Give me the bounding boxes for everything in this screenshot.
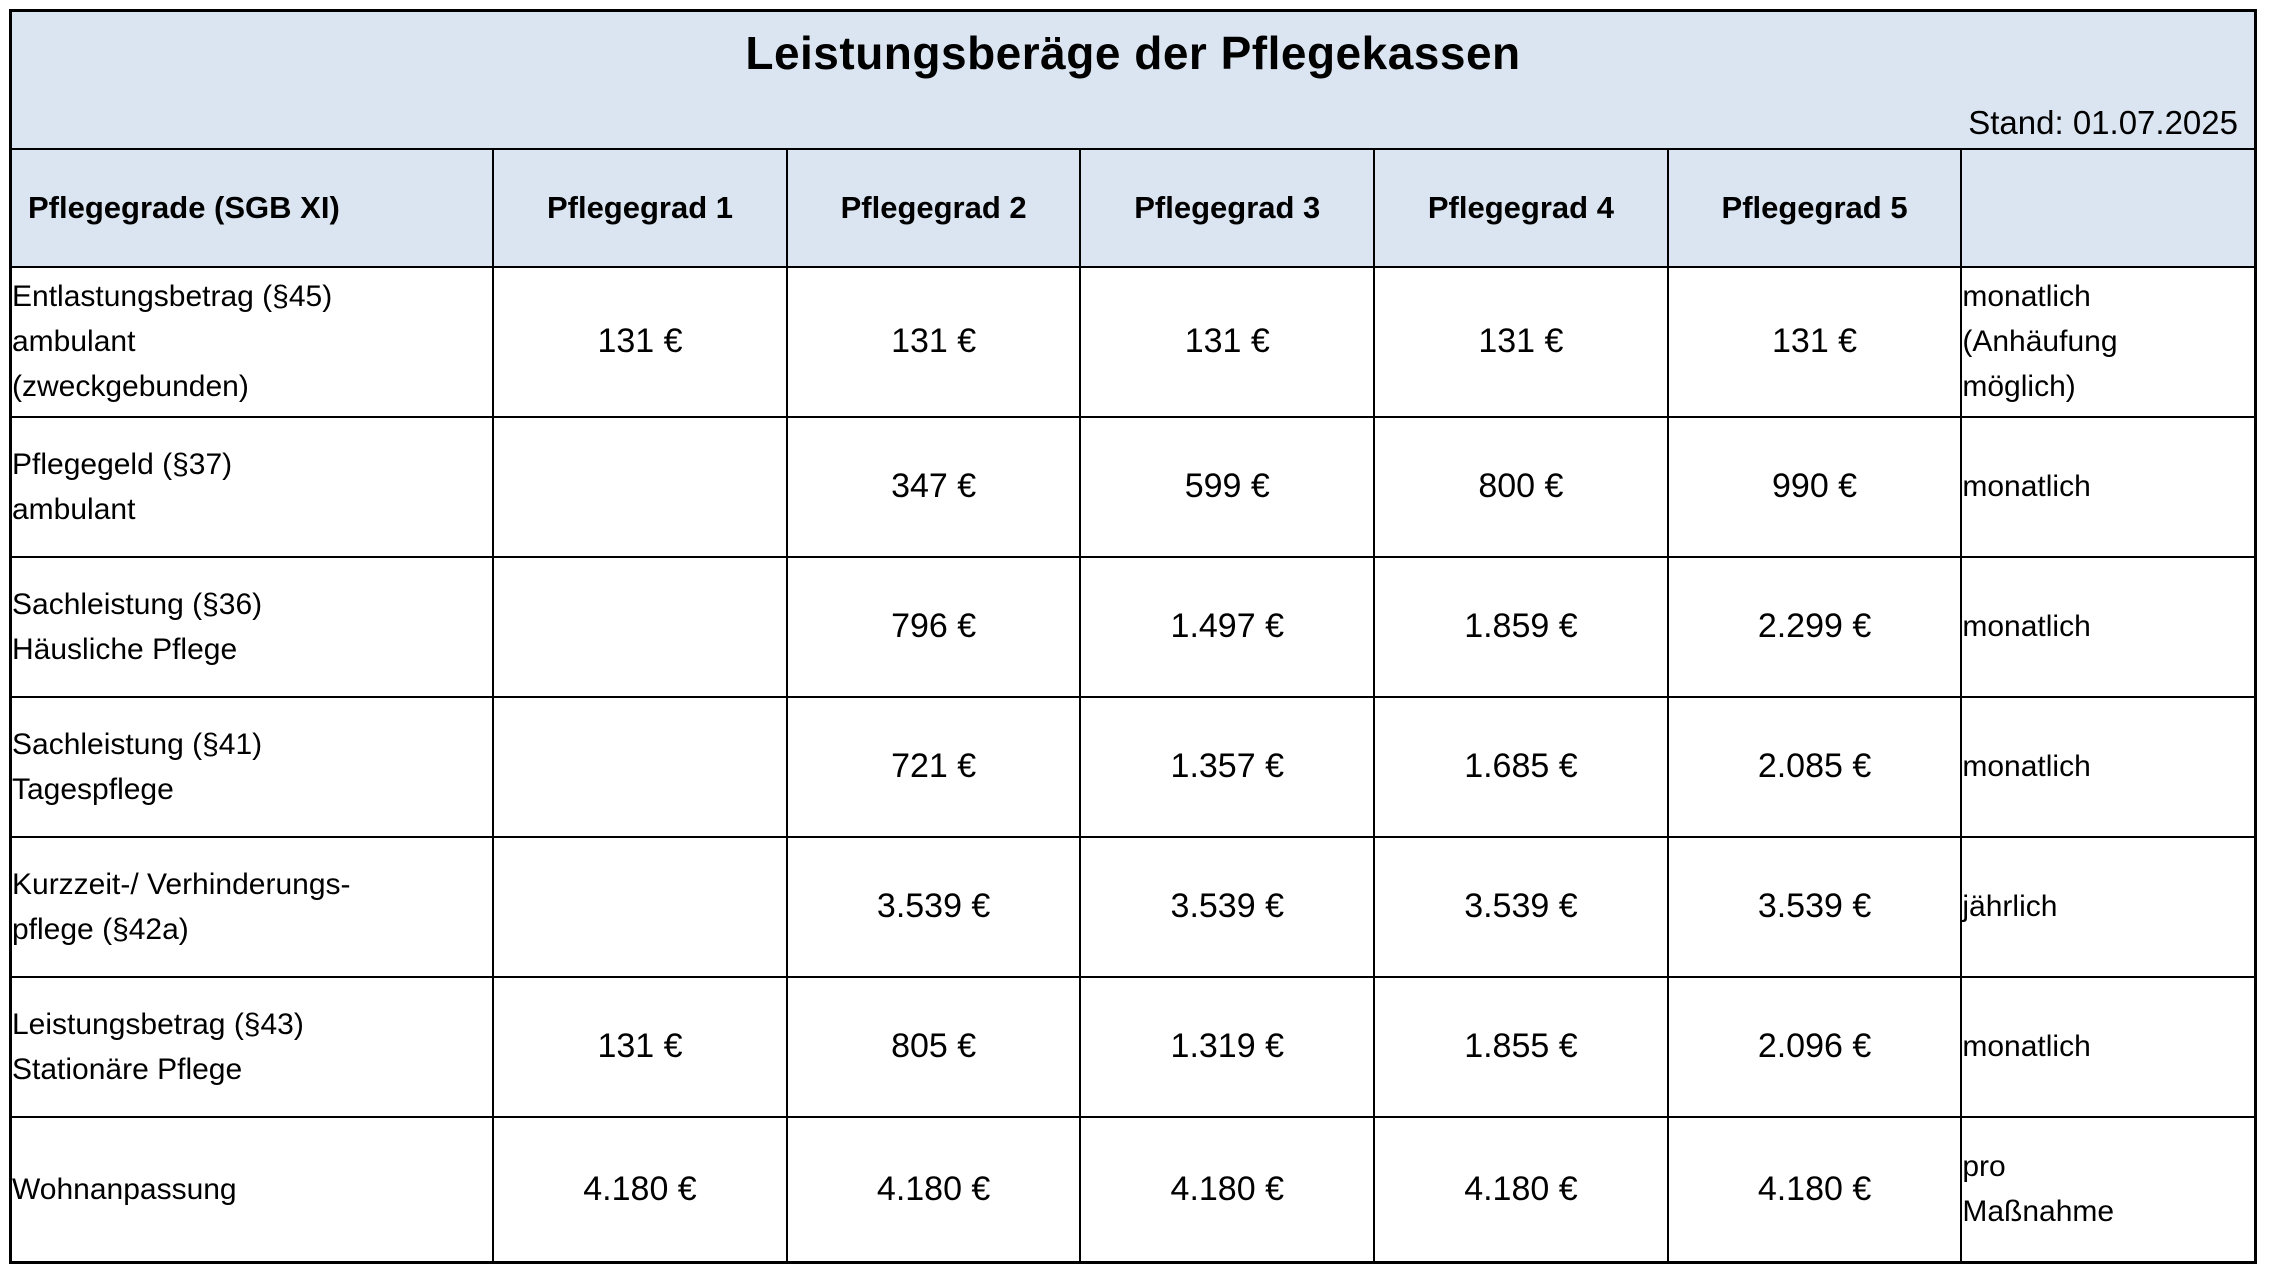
value-cell: 131 € — [492, 975, 788, 1118]
title-cell: Leistungsberäge der Pflegekassen Stand: … — [9, 9, 2257, 150]
value-cell: 721 € — [785, 695, 1082, 838]
frequency-cell: monatlich — [1960, 415, 2257, 558]
value-cell: 2.085 € — [1666, 695, 1963, 838]
col-header-pflegegrade: Pflegegrade (SGB XI) — [9, 147, 495, 268]
col-header-frequency — [1960, 147, 2257, 268]
col-header-pflegegrad-2: Pflegegrad 2 — [785, 147, 1082, 268]
frequency-cell: monatlich — [1960, 555, 2257, 698]
row-label: Entlastungsbetrag (§45) ambulant (zweckg… — [9, 265, 495, 418]
table-row-leistungsbetrag-43: Leistungsbetrag (§43) Stationäre Pflege … — [9, 975, 2257, 1118]
value-cell: 1.685 € — [1373, 695, 1669, 838]
frequency-cell: monatlich — [1960, 695, 2257, 838]
value-cell — [492, 555, 788, 698]
value-cell: 131 € — [1666, 265, 1963, 418]
table-row-kurzzeitpflege: Kurzzeit-/ Verhinderungs- pflege (§42a) … — [9, 835, 2257, 978]
value-cell: 4.180 € — [1666, 1115, 1963, 1264]
row-label: Sachleistung (§41) Tagespflege — [9, 695, 495, 838]
row-label: Leistungsbetrag (§43) Stationäre Pflege — [9, 975, 495, 1118]
col-header-pflegegrad-5: Pflegegrad 5 — [1666, 147, 1963, 268]
value-cell: 3.539 € — [1666, 835, 1963, 978]
value-cell: 131 € — [492, 265, 788, 418]
row-label: Sachleistung (§36) Häusliche Pflege — [9, 555, 495, 698]
value-cell: 1.319 € — [1079, 975, 1376, 1118]
row-label: Kurzzeit-/ Verhinderungs- pflege (§42a) — [9, 835, 495, 978]
value-cell: 131 € — [1373, 265, 1669, 418]
frequency-cell: monatlich (Anhäufung möglich) — [1960, 265, 2257, 418]
value-cell: 4.180 € — [785, 1115, 1082, 1264]
value-cell: 131 € — [1079, 265, 1376, 418]
value-cell: 4.180 € — [1373, 1115, 1669, 1264]
value-cell: 347 € — [785, 415, 1082, 558]
row-label: Pflegegeld (§37) ambulant — [9, 415, 495, 558]
value-cell: 3.539 € — [785, 835, 1082, 978]
benefits-table: Leistungsberäge der Pflegekassen Stand: … — [9, 9, 2257, 1264]
frequency-cell: jährlich — [1960, 835, 2257, 978]
value-cell — [492, 415, 788, 558]
table-row-entlastungsbetrag: Entlastungsbetrag (§45) ambulant (zweckg… — [9, 265, 2257, 418]
title-band: Leistungsberäge der Pflegekassen Stand: … — [9, 9, 2257, 150]
col-header-pflegegrad-4: Pflegegrad 4 — [1373, 147, 1669, 268]
value-cell: 1.497 € — [1079, 555, 1376, 698]
value-cell: 4.180 € — [492, 1115, 788, 1264]
col-header-pflegegrad-3: Pflegegrad 3 — [1079, 147, 1376, 268]
value-cell — [492, 835, 788, 978]
value-cell — [492, 695, 788, 838]
row-label: Wohnanpassung — [9, 1115, 495, 1264]
table-row-sachleistung-36: Sachleistung (§36) Häusliche Pflege 796 … — [9, 555, 2257, 698]
value-cell: 1.859 € — [1373, 555, 1669, 698]
frequency-cell: monatlich — [1960, 975, 2257, 1118]
value-cell: 2.096 € — [1666, 975, 1963, 1118]
value-cell: 4.180 € — [1079, 1115, 1376, 1264]
value-cell: 131 € — [785, 265, 1082, 418]
value-cell: 3.539 € — [1079, 835, 1376, 978]
page-title: Leistungsberäge der Pflegekassen — [745, 27, 1521, 79]
value-cell: 3.539 € — [1373, 835, 1669, 978]
value-cell: 796 € — [785, 555, 1082, 698]
value-cell: 800 € — [1373, 415, 1669, 558]
stand-date: Stand: 01.07.2025 — [1968, 103, 2238, 141]
column-header-row: Pflegegrade (SGB XI) Pflegegrad 1 Pflege… — [9, 147, 2257, 268]
value-cell: 1.357 € — [1079, 695, 1376, 838]
value-cell: 2.299 € — [1666, 555, 1963, 698]
value-cell: 1.855 € — [1373, 975, 1669, 1118]
value-cell: 990 € — [1666, 415, 1963, 558]
table-row-sachleistung-41: Sachleistung (§41) Tagespflege 721 € 1.3… — [9, 695, 2257, 838]
table-row-wohnanpassung: Wohnanpassung 4.180 € 4.180 € 4.180 € 4.… — [9, 1115, 2257, 1264]
value-cell: 805 € — [785, 975, 1082, 1118]
value-cell: 599 € — [1079, 415, 1376, 558]
col-header-pflegegrad-1: Pflegegrad 1 — [492, 147, 788, 268]
frequency-cell: pro Maßnahme — [1960, 1115, 2257, 1264]
table-row-pflegegeld: Pflegegeld (§37) ambulant 347 € 599 € 80… — [9, 415, 2257, 558]
